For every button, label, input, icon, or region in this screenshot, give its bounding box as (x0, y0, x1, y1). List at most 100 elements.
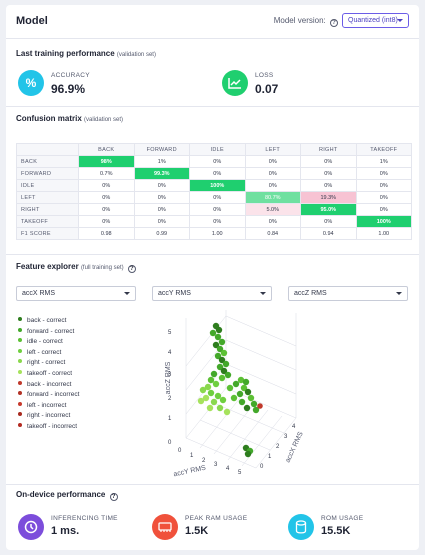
z-tick: 1 (168, 416, 172, 422)
legend-swatch (18, 391, 22, 396)
chevron-down-icon (397, 19, 403, 22)
matrix-cell: 0% (189, 167, 246, 180)
column-header: FORWARD (133, 143, 190, 156)
trend-chart-icon (222, 70, 248, 96)
legend-swatch (18, 369, 22, 374)
matrix-cell: 80.7% (244, 191, 301, 204)
x-axis-label: accX RMS (284, 431, 304, 464)
matrix-cell: 0% (133, 215, 190, 228)
help-icon[interactable]: ? (127, 265, 136, 273)
y-axis-ticks: 0 1 2 3 4 5 (178, 448, 242, 476)
model-panel: Model Model version: ? Quantized (int8) … (6, 5, 419, 550)
matrix-cell: 0.99 (133, 227, 190, 240)
z-tick: 2 (168, 396, 172, 402)
loss-label: LOSS (255, 72, 274, 79)
x-tick: 0 (260, 464, 264, 470)
matrix-cell: 0% (189, 203, 246, 216)
legend-item[interactable]: forward - correct (18, 327, 79, 339)
column-header: RIGHT (300, 143, 357, 156)
on-device-title: On-device performance ? (16, 490, 118, 501)
legend-item[interactable]: right - incorrect (18, 412, 79, 423)
storage-icon (288, 514, 314, 540)
legend-swatch (18, 380, 22, 385)
accuracy-label: ACCURACY (51, 72, 90, 79)
percent-icon: % (18, 70, 44, 96)
rom-usage-label: ROM USAGE (321, 515, 364, 522)
x-axis-ticks: 0 1 2 3 4 (260, 424, 296, 470)
x-tick: 4 (292, 424, 296, 430)
matrix-cell: 100% (189, 179, 246, 192)
matrix-cell: 1.00 (189, 227, 246, 240)
matrix-cell: 95.0% (300, 203, 357, 216)
chevron-down-icon (396, 292, 402, 295)
legend-item[interactable]: takeoff - incorrect (18, 422, 79, 434)
matrix-cell: 0% (189, 191, 246, 204)
z-axis-select[interactable]: accZ RMS (288, 286, 408, 301)
ram-chip-icon (152, 514, 178, 540)
legend-item[interactable]: left - correct (18, 348, 79, 360)
matrix-cell: 0% (189, 155, 246, 168)
legend-swatch (18, 338, 22, 343)
y-axis-label: accY RMS (173, 465, 207, 478)
peak-ram-label: PEAK RAM USAGE (185, 515, 248, 522)
legend-swatch (18, 359, 22, 364)
legend-item[interactable]: takeoff - correct (18, 369, 79, 381)
help-icon[interactable]: ? (109, 493, 118, 501)
model-version-label: Model version: ? (274, 16, 338, 27)
chevron-down-icon (260, 292, 266, 295)
legend-item[interactable]: back - correct (18, 317, 79, 328)
corner-cell (16, 143, 79, 156)
loss-value: 0.07 (255, 82, 279, 96)
help-icon[interactable]: ? (330, 19, 338, 27)
column-header: BACK (78, 143, 135, 156)
column-header: LEFT (244, 143, 301, 156)
table-row: BACK 98% 1% 0% 0% 0% 1% (16, 155, 412, 168)
legend-item[interactable]: right - correct (18, 359, 79, 370)
matrix-cell: 0% (78, 179, 135, 192)
matrix-cell: 100% (355, 215, 412, 228)
matrix-cell: 0% (300, 179, 357, 192)
legend-swatch (18, 401, 22, 406)
column-header: TAKEOFF (355, 143, 412, 156)
y-axis-select[interactable]: accY RMS (152, 286, 272, 301)
legend-item[interactable]: forward - incorrect (18, 391, 79, 402)
matrix-cell: 0% (244, 167, 301, 180)
matrix-cell: 1% (133, 155, 190, 168)
plot-points (197, 322, 263, 458)
table-header-row: BACK FORWARD IDLE LEFT RIGHT TAKEOFF (16, 143, 412, 156)
matrix-cell: 0% (355, 203, 412, 216)
inferencing-time-label: INFERENCING TIME (51, 515, 118, 522)
panel-header: Model Model version: ? Quantized (int8) (6, 5, 419, 39)
legend-swatch (18, 422, 22, 427)
row-label: BACK (16, 155, 79, 168)
y-tick: 5 (238, 470, 242, 476)
model-version-select[interactable]: Quantized (int8) (342, 13, 409, 28)
feature-explorer-title: Feature explorer (full training set) ? (16, 262, 136, 273)
matrix-cell: 0% (355, 191, 412, 204)
inferencing-time-value: 1 ms. (51, 525, 80, 537)
divider (6, 254, 419, 255)
matrix-cell: 1.00 (355, 227, 412, 240)
column-header: IDLE (189, 143, 246, 156)
row-label: FORWARD (16, 167, 79, 180)
z-axis-label: accZ RMS (165, 361, 172, 394)
divider (6, 106, 419, 107)
row-label: IDLE (16, 179, 79, 192)
legend-item[interactable]: left - incorrect (18, 401, 79, 413)
table-row: IDLE 0% 0% 100% 0% 0% 0% (16, 179, 412, 192)
table-row: FORWARD 0.7% 99.3% 0% 0% 0% 0% (16, 167, 412, 180)
x-axis-select[interactable]: accX RMS (16, 286, 136, 301)
y-tick: 0 (178, 448, 182, 454)
peak-ram-value: 1.5K (185, 525, 209, 537)
confusion-matrix-title: Confusion matrix (validation set) (16, 114, 124, 123)
accuracy-value: 96.9% (51, 82, 86, 96)
legend-swatch (18, 317, 22, 321)
z-tick: 0 (168, 440, 172, 446)
3d-scatter-plot[interactable]: accZ RMS accY RMS accX RMS 5 4 3 2 1 0 0… (156, 308, 316, 478)
legend-swatch (18, 348, 22, 353)
matrix-cell: 0% (244, 215, 301, 228)
legend-item[interactable]: back - incorrect (18, 380, 79, 392)
row-label: F1 SCORE (16, 227, 79, 240)
legend-item[interactable]: idle - correct (18, 338, 79, 349)
matrix-cell: 0% (78, 203, 135, 216)
